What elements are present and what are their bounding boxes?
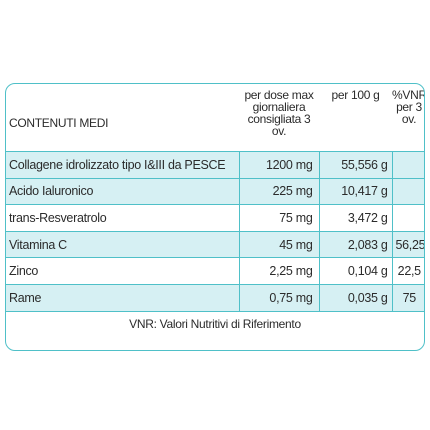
row-name: Vitamina C <box>6 231 239 259</box>
header-daily-dose: per dose max giornaliera consigliata 3 o… <box>239 84 319 152</box>
row-vnr: 75 <box>391 284 424 312</box>
vnr-footnote: VNR: Valori Nutritivi di Riferimento <box>129 316 301 331</box>
row-name: Rame <box>6 284 239 312</box>
row-dose: 2,25 mg <box>238 257 319 285</box>
row-per-100g: 55,556 g <box>318 151 392 179</box>
row-dose: 0,75 mg <box>238 284 319 312</box>
row-per-100g: 3,472 g <box>318 204 392 232</box>
row-dose: 225 mg <box>238 178 319 206</box>
table-row: Zinco 2,25 mg 0,104 g 22,5 <box>6 257 424 285</box>
header-contents: CONTENUTI MEDI <box>6 84 239 152</box>
row-vnr <box>391 178 424 206</box>
row-name: Acido Ialuronico <box>6 178 239 206</box>
table-row: Vitamina C 45 mg 2,083 g 56,25 <box>6 231 424 259</box>
row-dose: 45 mg <box>238 231 319 259</box>
header-vnr: %VNR per 3 ov. <box>392 84 424 152</box>
table-row: Acido Ialuronico 225 mg 10,417 g <box>6 178 424 206</box>
table-row: Rame 0,75 mg 0,035 g 75 <box>6 284 424 312</box>
row-vnr: 22,5 <box>391 257 424 285</box>
row-per-100g: 2,083 g <box>318 231 392 259</box>
row-per-100g: 10,417 g <box>318 178 392 206</box>
row-name: Zinco <box>6 257 239 285</box>
row-name: Collagene idrolizzato tipo I&III da PESC… <box>6 151 239 179</box>
row-vnr: 56,25 <box>391 231 424 259</box>
row-vnr <box>391 204 424 232</box>
row-vnr <box>391 151 424 179</box>
row-dose: 1200 mg <box>238 151 319 179</box>
row-dose: 75 mg <box>238 204 319 232</box>
nutrition-table-panel: CONTENUTI MEDI per dose max giornaliera … <box>5 83 425 351</box>
table-row: trans-Resveratrolo 75 mg 3,472 g <box>6 204 424 232</box>
table-header-row: CONTENUTI MEDI per dose max giornaliera … <box>6 84 424 152</box>
header-per-100g: per 100 g <box>319 84 392 152</box>
table-row: Collagene idrolizzato tipo I&III da PESC… <box>6 151 424 179</box>
row-per-100g: 0,035 g <box>318 284 392 312</box>
nutrition-table: CONTENUTI MEDI per dose max giornaliera … <box>6 84 424 312</box>
row-per-100g: 0,104 g <box>318 257 392 285</box>
row-name: trans-Resveratrolo <box>6 204 239 232</box>
